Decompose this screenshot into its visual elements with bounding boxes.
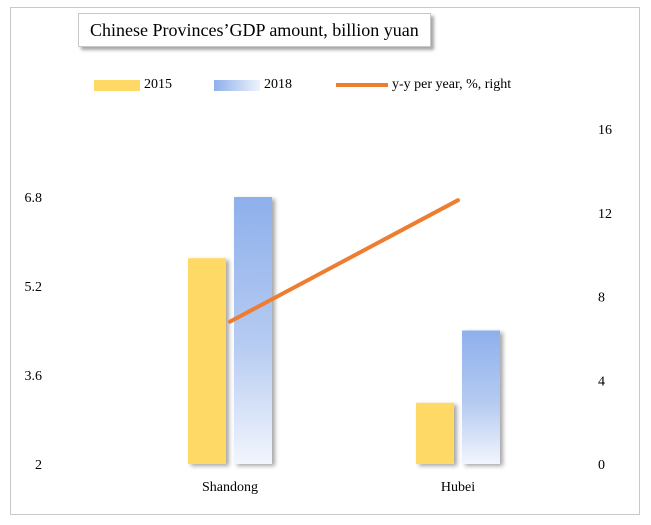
chart-frame (10, 7, 640, 515)
bar-2015-shandong (188, 258, 226, 464)
legend-label-2018: 2018 (264, 77, 292, 92)
y-left-tick: 2 (35, 458, 42, 473)
y-right-tick: 12 (598, 207, 612, 222)
legend-label-2015: 2015 (144, 77, 172, 92)
y-left-tick: 6.8 (25, 191, 43, 206)
bar-2015-hubei (416, 402, 454, 464)
legend-label-yy: y-y per year, %, right (392, 77, 512, 92)
series-line-yy (228, 198, 460, 324)
y-left-tick: 5.2 (25, 280, 43, 295)
x-category-label: Shandong (202, 480, 258, 495)
y-right-tick: 4 (598, 374, 605, 389)
chart-title: Chinese Provinces’GDP amount, billion yu… (78, 13, 431, 47)
legend-swatch-2015 (94, 79, 140, 91)
x-category-label: Hubei (441, 480, 475, 495)
y-left-tick: 3.6 (25, 369, 43, 384)
bar-2018-hubei (462, 330, 500, 464)
legend-item-2015: 2015 (94, 74, 172, 96)
legend-swatch-yy (336, 83, 388, 87)
legend-swatch-2018 (214, 79, 260, 91)
y-right-tick: 16 (598, 123, 612, 138)
legend: 2015 2018 y-y per year, %, right (0, 74, 651, 96)
bar-2018-shandong (234, 197, 272, 464)
y-right-tick: 8 (598, 291, 605, 306)
y-right-tick: 0 (598, 458, 605, 473)
legend-item-yy: y-y per year, %, right (336, 74, 511, 96)
legend-item-2018: 2018 (214, 74, 292, 96)
